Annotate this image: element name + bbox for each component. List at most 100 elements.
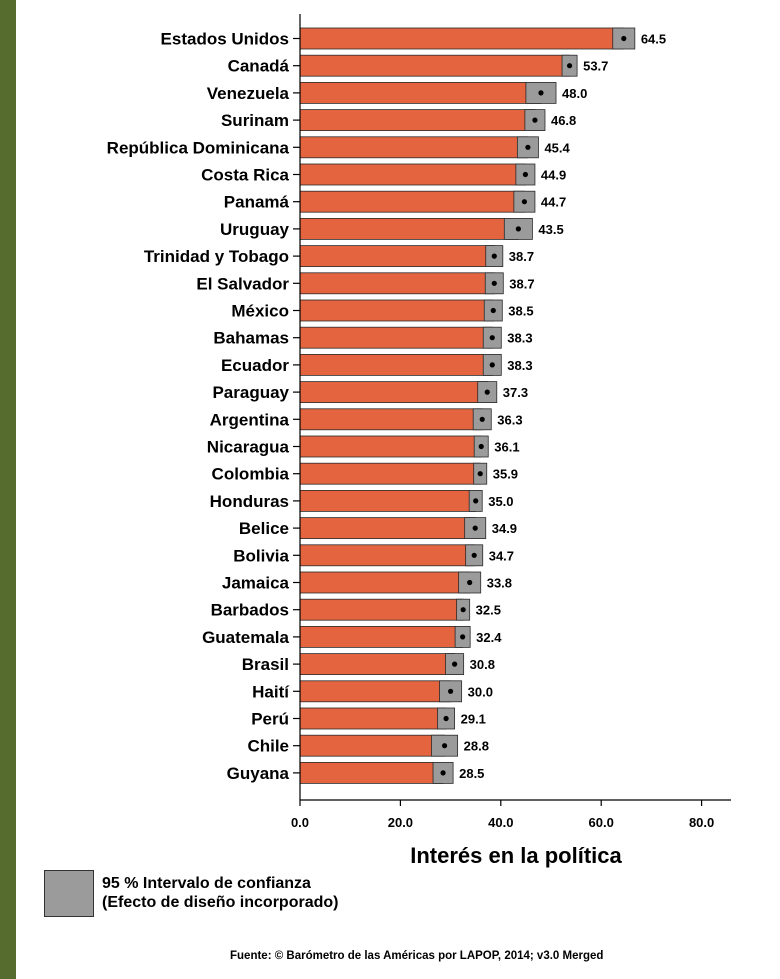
category-label: Chile: [247, 737, 289, 756]
category-label: Surinam: [221, 111, 289, 130]
category-label: Jamaica: [222, 574, 290, 593]
x-axis-title: Interés en la política: [410, 843, 622, 868]
bar: [299, 489, 477, 512]
category-label: Colombia: [212, 465, 290, 484]
mean-point: [515, 226, 521, 232]
bar: [299, 707, 447, 730]
category-label: Nicaragua: [207, 438, 290, 457]
value-label: 35.9: [493, 467, 518, 482]
category-label: Trinidad y Tobago: [144, 247, 289, 266]
value-label: 32.4: [476, 630, 502, 645]
value-label: 64.5: [641, 32, 666, 47]
bar: [299, 245, 495, 268]
category-label: Perú: [251, 710, 289, 729]
category-label: Panamá: [224, 193, 290, 212]
left-accent-stripe: [0, 0, 16, 979]
value-label: 37.3: [503, 385, 528, 400]
value-label: 38.7: [509, 276, 534, 291]
mean-point: [484, 389, 490, 395]
category-label: Barbados: [211, 601, 289, 620]
mean-point: [443, 715, 449, 722]
category-label: Estados Unidos: [161, 30, 289, 49]
category-label: Costa Rica: [201, 166, 289, 185]
value-label: 29.1: [461, 712, 486, 727]
mean-point: [490, 307, 496, 314]
category-label: Bahamas: [213, 329, 289, 348]
mean-point: [441, 743, 448, 749]
bar: [299, 762, 444, 784]
category-label: El Salvador: [196, 274, 289, 293]
mean-point: [471, 552, 477, 558]
mean-point: [521, 199, 527, 205]
value-label: 32.5: [476, 603, 501, 618]
bar: [299, 353, 493, 376]
value-label: 45.4: [544, 140, 570, 155]
value-label: 30.0: [468, 684, 493, 699]
value-label: 34.9: [492, 521, 517, 536]
value-label: 38.5: [508, 304, 533, 319]
value-label: 36.1: [494, 440, 519, 455]
bar: [299, 136, 529, 159]
x-tick-label: 0.0: [291, 815, 309, 830]
bar: [299, 109, 536, 131]
category-label: Brasil: [242, 655, 289, 674]
value-label: 38.7: [509, 249, 534, 264]
mean-point: [479, 416, 485, 422]
x-tick-label: 20.0: [388, 815, 413, 830]
value-label: 53.7: [583, 59, 608, 74]
confidence-interval-legend-swatch: [44, 870, 94, 917]
value-label: 38.3: [507, 331, 532, 346]
bar: [299, 435, 482, 458]
category-label: Venezuela: [207, 84, 290, 103]
x-tick-label: 40.0: [488, 815, 513, 830]
mean-point: [522, 171, 528, 178]
bar: [299, 217, 519, 240]
category-label: Canadá: [228, 57, 290, 76]
bar: [299, 571, 471, 594]
bar: [299, 598, 464, 621]
bar: [299, 517, 476, 539]
bar: [299, 544, 475, 567]
source-note: Fuente: © Barómetro de las Américas por …: [230, 950, 604, 962]
category-label: Belice: [239, 519, 289, 538]
mean-point: [621, 35, 627, 42]
mean-point: [472, 525, 478, 531]
category-label: Honduras: [210, 492, 289, 511]
x-tick-label: 80.0: [689, 815, 714, 830]
bar: [299, 408, 483, 431]
bars-layer: 64.5 53.7 48.0 46.8 45.4 44.9 44.7 43.5 38.7 38.7…: [299, 27, 666, 784]
category-label: México: [231, 302, 289, 321]
value-label: 46.8: [551, 113, 576, 128]
value-label: 48.0: [562, 86, 587, 101]
category-label: Bolivia: [233, 546, 289, 565]
axes-layer: 0.0 20.0 40.0 60.0 80.0 Estados Unidos Canadá V…: [107, 14, 731, 830]
mean-point: [478, 443, 484, 450]
legend-line-1: 95 % Intervalo de confianza: [102, 875, 311, 892]
x-tick-label: 60.0: [589, 815, 614, 830]
mean-point: [525, 144, 531, 150]
value-label: 38.3: [507, 358, 532, 373]
bar: [299, 54, 570, 77]
value-label: 30.8: [470, 657, 495, 672]
mean-point: [532, 117, 538, 123]
mean-point: [460, 607, 466, 613]
bar: [299, 27, 625, 50]
legend-line-2: (Efecto de diseño incorporado): [102, 894, 339, 911]
category-label: Guatemala: [202, 628, 289, 647]
value-label: 28.5: [459, 766, 484, 781]
category-label: Ecuador: [221, 356, 289, 375]
bar: [299, 462, 481, 485]
bar: [299, 381, 488, 404]
category-label: Uruguay: [220, 220, 290, 239]
category-label: Argentina: [210, 410, 290, 429]
value-label: 44.9: [541, 168, 566, 183]
category-label: Paraguay: [212, 383, 289, 402]
bar: [299, 82, 542, 104]
bar: [299, 680, 452, 703]
bar: [299, 326, 493, 349]
value-label: 35.0: [488, 494, 513, 509]
bar: [299, 272, 495, 295]
mean-point: [491, 280, 497, 286]
value-label: 28.8: [464, 739, 489, 754]
